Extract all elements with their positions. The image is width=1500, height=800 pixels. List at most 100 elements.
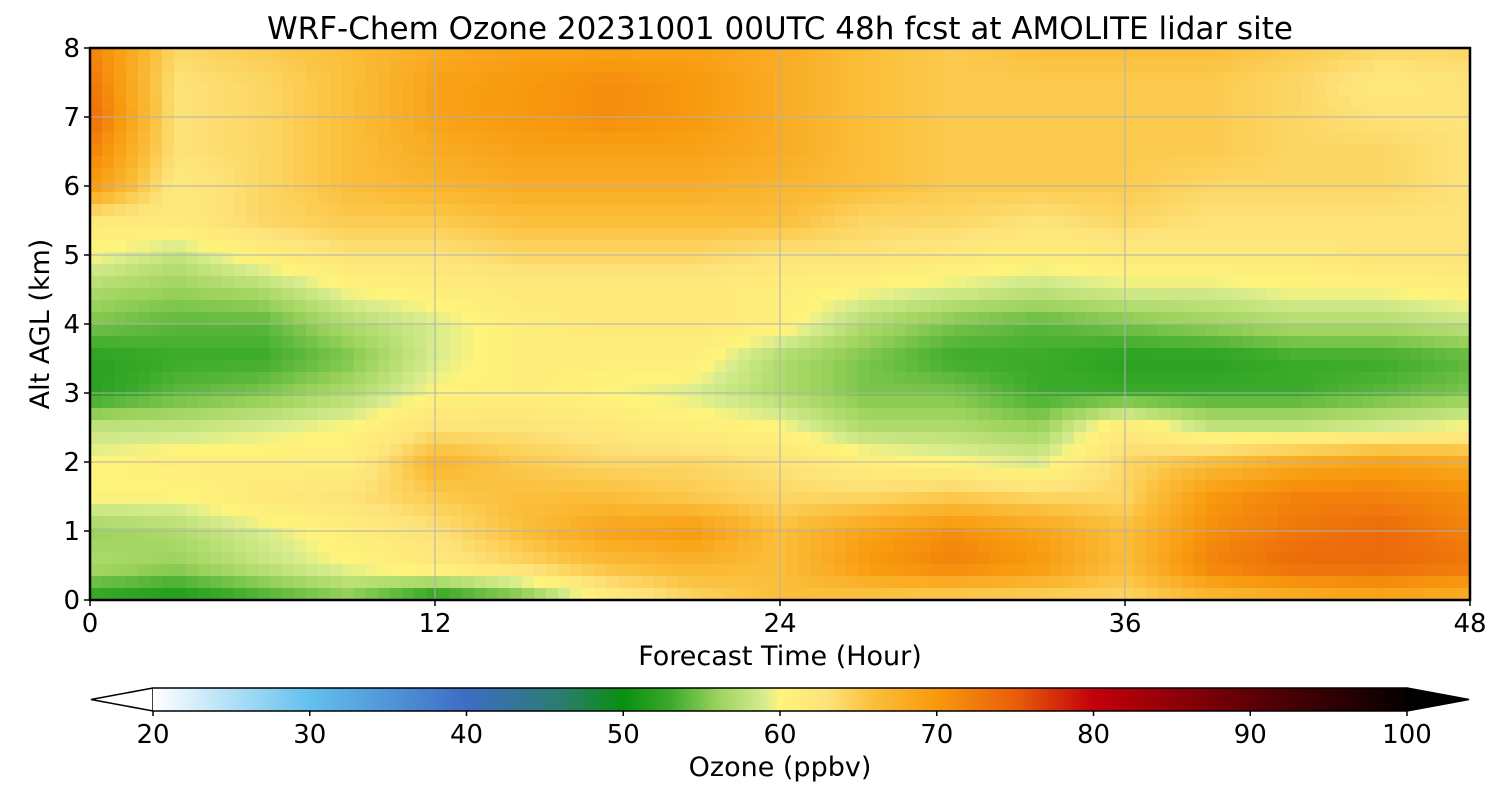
ozone-cell bbox=[702, 432, 715, 445]
ozone-cell bbox=[930, 72, 943, 85]
ozone-cell bbox=[282, 60, 295, 73]
ozone-cell bbox=[1458, 336, 1470, 349]
ozone-cell bbox=[282, 552, 295, 565]
ozone-cell bbox=[1182, 276, 1195, 289]
ozone-cell bbox=[714, 264, 727, 277]
ozone-cell bbox=[1098, 192, 1111, 205]
ozone-cell bbox=[606, 384, 619, 397]
ozone-cell bbox=[798, 84, 811, 97]
ozone-cell bbox=[1314, 444, 1327, 457]
ozone-cell bbox=[306, 288, 319, 301]
ozone-cell bbox=[834, 480, 847, 493]
ozone-cell bbox=[378, 300, 391, 313]
ozone-cell bbox=[1326, 108, 1339, 121]
ozone-cell bbox=[102, 420, 115, 433]
ozone-cell bbox=[678, 480, 691, 493]
ozone-cell bbox=[426, 240, 439, 253]
ozone-cell bbox=[1398, 516, 1411, 529]
ozone-cell bbox=[1278, 468, 1291, 481]
ozone-cell bbox=[510, 348, 523, 361]
ozone-cell bbox=[1170, 276, 1183, 289]
ozone-cell bbox=[954, 300, 967, 313]
ozone-cell bbox=[378, 360, 391, 373]
ozone-cell bbox=[906, 348, 919, 361]
ozone-cell bbox=[522, 72, 535, 85]
ozone-cell bbox=[1002, 336, 1015, 349]
ozone-cell bbox=[1158, 324, 1171, 337]
ozone-cell bbox=[282, 372, 295, 385]
ozone-cell bbox=[198, 564, 211, 577]
ozone-cell bbox=[534, 480, 547, 493]
ozone-cell bbox=[1386, 480, 1399, 493]
ozone-cell bbox=[162, 528, 175, 541]
ozone-cell bbox=[1434, 552, 1447, 565]
ozone-cell bbox=[174, 84, 187, 97]
ozone-cell bbox=[1314, 384, 1327, 397]
ozone-cell bbox=[786, 120, 799, 133]
ozone-cell bbox=[1386, 156, 1399, 169]
ozone-cell bbox=[1050, 360, 1063, 373]
ozone-cell bbox=[966, 468, 979, 481]
ozone-cell bbox=[174, 408, 187, 421]
ozone-cell bbox=[690, 168, 703, 181]
ozone-cell bbox=[1050, 516, 1063, 529]
ozone-cell bbox=[222, 480, 235, 493]
ozone-cell bbox=[1110, 228, 1123, 241]
ozone-cell bbox=[90, 48, 103, 61]
ozone-cell bbox=[1266, 444, 1279, 457]
ozone-cell bbox=[990, 300, 1003, 313]
ozone-cell bbox=[462, 444, 475, 457]
ozone-cell bbox=[1278, 288, 1291, 301]
ozone-cell bbox=[1338, 156, 1351, 169]
ozone-cell bbox=[966, 240, 979, 253]
ozone-cell bbox=[1422, 348, 1435, 361]
ozone-cell bbox=[1146, 396, 1159, 409]
ozone-cell bbox=[1206, 324, 1219, 337]
ozone-cell bbox=[870, 132, 883, 145]
ozone-cell bbox=[714, 168, 727, 181]
ozone-cell bbox=[1134, 108, 1147, 121]
ozone-cell bbox=[618, 372, 631, 385]
ozone-cell bbox=[750, 276, 763, 289]
ozone-cell bbox=[846, 96, 859, 109]
ozone-cell bbox=[270, 540, 283, 553]
ozone-cell bbox=[810, 408, 823, 421]
ozone-cell bbox=[1014, 348, 1027, 361]
ozone-cell bbox=[258, 72, 271, 85]
ozone-cell bbox=[1050, 120, 1063, 133]
ozone-cell bbox=[1074, 492, 1087, 505]
ozone-cell bbox=[210, 96, 223, 109]
ozone-cell bbox=[270, 324, 283, 337]
ozone-cell bbox=[654, 324, 667, 337]
ozone-cell bbox=[1038, 84, 1051, 97]
ozone-cell bbox=[1350, 396, 1363, 409]
ozone-cell bbox=[450, 60, 463, 73]
ozone-cell bbox=[366, 216, 379, 229]
ozone-cell bbox=[1170, 384, 1183, 397]
ozone-cell bbox=[342, 528, 355, 541]
ozone-cell bbox=[222, 552, 235, 565]
ozone-cell bbox=[330, 324, 343, 337]
ozone-cell bbox=[498, 276, 511, 289]
ozone-cell bbox=[582, 312, 595, 325]
ozone-cell bbox=[558, 96, 571, 109]
ozone-cell bbox=[546, 120, 559, 133]
ozone-cell bbox=[1134, 192, 1147, 205]
ozone-cell bbox=[1446, 504, 1459, 517]
ozone-cell bbox=[810, 276, 823, 289]
ozone-cell bbox=[354, 336, 367, 349]
ozone-cell bbox=[594, 348, 607, 361]
ozone-cell bbox=[1026, 108, 1039, 121]
ozone-cell bbox=[102, 480, 115, 493]
ozone-cell bbox=[1026, 60, 1039, 73]
ozone-cell bbox=[1230, 468, 1243, 481]
ozone-cell bbox=[1134, 252, 1147, 265]
ozone-cell bbox=[1290, 516, 1303, 529]
ozone-cell bbox=[1218, 144, 1231, 157]
ozone-cell bbox=[1374, 216, 1387, 229]
ozone-cell bbox=[1110, 96, 1123, 109]
ozone-cell bbox=[1110, 552, 1123, 565]
ozone-cell bbox=[642, 444, 655, 457]
ozone-cell bbox=[1326, 288, 1339, 301]
ozone-cell bbox=[1170, 252, 1183, 265]
